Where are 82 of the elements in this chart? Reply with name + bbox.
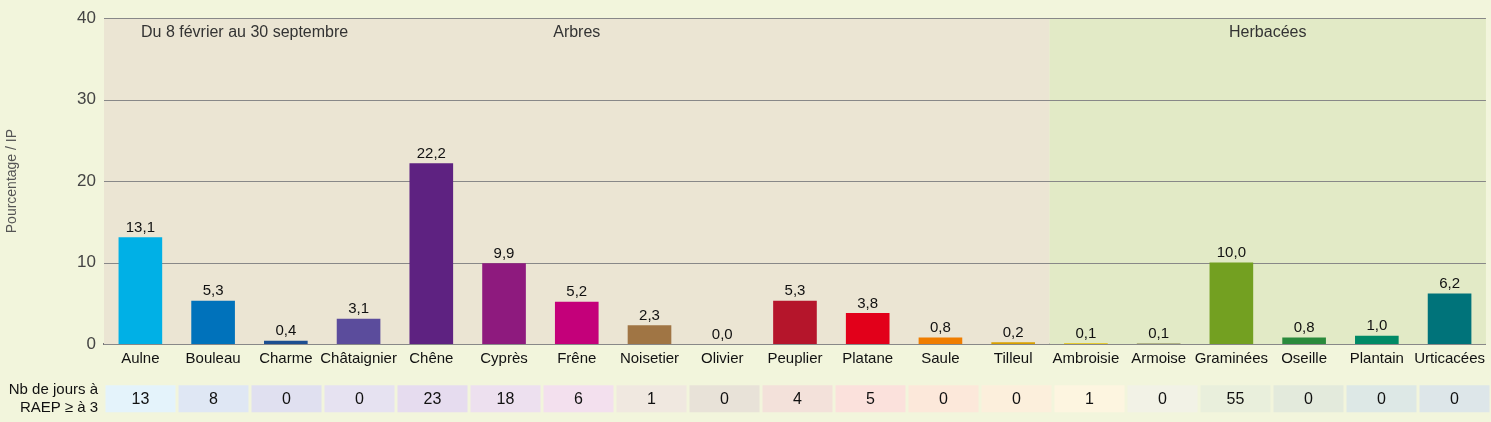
- bar: [1427, 293, 1472, 344]
- data-label: 0: [1158, 390, 1168, 408]
- data-label: 4: [793, 390, 803, 408]
- data-label: 0: [939, 390, 949, 408]
- data-label: 18: [496, 390, 515, 408]
- data-label: 5: [866, 390, 876, 408]
- bar: [1282, 337, 1326, 344]
- data-label: 5,3: [202, 281, 224, 299]
- data-label: 0: [1377, 390, 1387, 408]
- data-label: 0: [282, 390, 292, 408]
- x-tick-label: Armoise: [1131, 349, 1187, 367]
- data-label: 1: [647, 390, 657, 408]
- data-label: 6,2: [1439, 274, 1460, 292]
- bar: [191, 300, 235, 344]
- data-label: 0: [1450, 390, 1460, 408]
- data-label: 55: [1226, 390, 1245, 408]
- bar: [336, 318, 381, 344]
- bar: [773, 300, 817, 344]
- data-label: 10,0: [1216, 243, 1246, 261]
- data-label: 3,8: [857, 293, 879, 311]
- data-label: 13,1: [125, 217, 155, 235]
- data-label: 0: [720, 390, 730, 408]
- y-tick-label: 0: [86, 333, 96, 353]
- chart-subtitle: Du 8 février au 30 septembre: [141, 22, 349, 40]
- data-label: 1,0: [1366, 316, 1388, 334]
- data-label: 22,2: [416, 143, 446, 161]
- x-tick-label: Oseille: [1281, 349, 1328, 367]
- bar: [482, 263, 526, 344]
- y-tick-label: 40: [77, 7, 96, 27]
- bar: [918, 337, 963, 344]
- y-axis-title: Pourcentage / IP: [3, 128, 20, 234]
- bar: [118, 237, 163, 344]
- y-tick-label: 30: [77, 89, 96, 109]
- x-tick-label: Noisetier: [619, 349, 680, 367]
- data-label: 5,3: [784, 281, 806, 299]
- data-label: 0: [355, 390, 365, 408]
- bar: [1355, 335, 1399, 344]
- y-tick-label: 20: [77, 170, 96, 190]
- data-label: 0,1: [1075, 323, 1097, 341]
- x-tick-label: Plantain: [1349, 349, 1404, 367]
- data-label: 9,9: [493, 244, 515, 262]
- x-tick-label: Aulne: [121, 349, 160, 367]
- bar: [1209, 262, 1254, 344]
- x-tick-label: Chêne: [409, 349, 454, 367]
- bar: [554, 301, 599, 344]
- y-tick-label: 10: [77, 252, 96, 272]
- x-tick-label: Frêne: [557, 349, 597, 367]
- x-tick-label: Platane: [842, 349, 894, 367]
- band-label: Arbres: [553, 22, 601, 40]
- data-label: 0: [1012, 390, 1022, 408]
- data-label: 3,1: [348, 299, 369, 317]
- text: Nb de jours à RAEP ≥ à 3: [8, 379, 99, 416]
- x-tick-label: Tilleul: [993, 349, 1033, 367]
- bar: [409, 163, 454, 344]
- data-label: 8: [209, 390, 219, 408]
- x-tick-label: Châtaignier: [320, 349, 397, 367]
- x-tick-label: Cyprès: [480, 349, 528, 367]
- data-label: 5,2: [566, 282, 588, 300]
- data-label: 0: [1304, 390, 1314, 408]
- data-label: 0,0: [711, 324, 733, 342]
- x-tick-label: Saule: [921, 349, 960, 367]
- data-label: 0,8: [1293, 318, 1315, 336]
- bar: [264, 340, 308, 344]
- data-label: 1: [1085, 390, 1095, 408]
- x-tick-label: Charme: [259, 349, 313, 367]
- x-tick-label: Graminées: [1194, 349, 1269, 367]
- bar: [845, 313, 890, 344]
- x-tick-label: Urticacées: [1414, 349, 1485, 367]
- data-label: 6: [574, 390, 584, 408]
- data-label: 13: [131, 390, 150, 408]
- x-tick-label: Ambroisie: [1052, 349, 1120, 367]
- x-tick-label: Peuplier: [767, 349, 823, 367]
- data-label: 0,1: [1148, 323, 1170, 341]
- data-label: 0,4: [275, 321, 297, 339]
- band-label: Herbacées: [1229, 22, 1307, 40]
- data-label: 23: [423, 390, 442, 408]
- x-tick-label: Bouleau: [185, 349, 241, 367]
- bar: [627, 325, 672, 344]
- data-label: 0,2: [1002, 323, 1024, 341]
- data-label: 0,8: [930, 318, 951, 336]
- data-label: 2,3: [639, 305, 660, 323]
- x-tick-label: Olivier: [700, 349, 744, 367]
